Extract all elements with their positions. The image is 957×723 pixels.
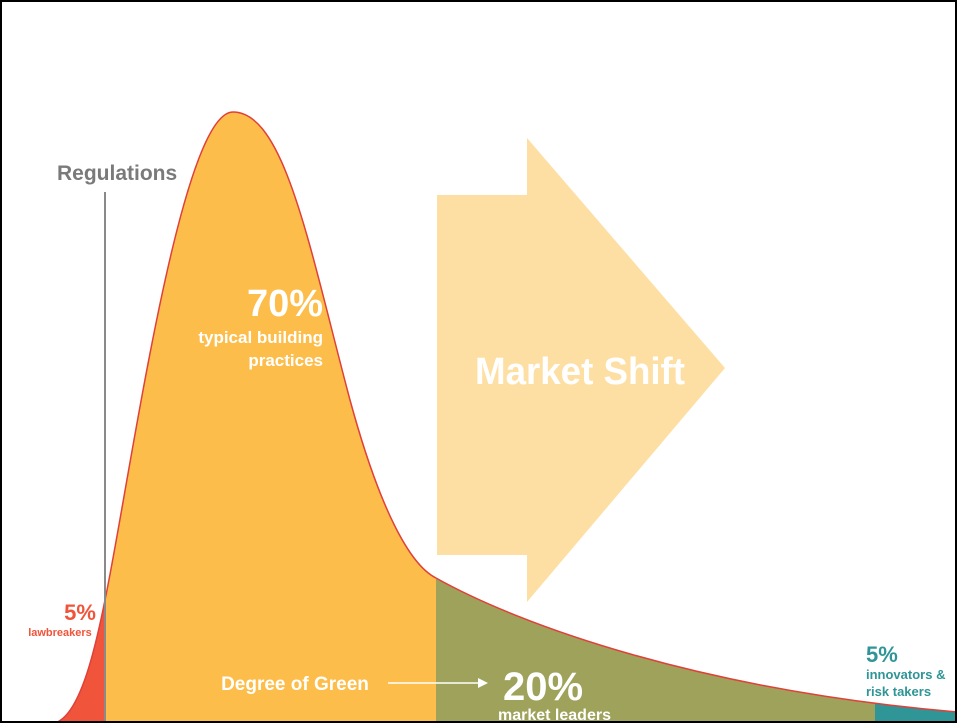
segment-percent: 20% — [503, 665, 583, 709]
segment-label: lawbreakers — [28, 627, 92, 639]
shift-arrow — [437, 138, 725, 602]
regulations-label: Regulations — [57, 162, 177, 185]
segment-label: practices — [248, 351, 323, 370]
segment-percent: 5% — [64, 600, 96, 625]
segment-label: innovators & — [866, 667, 945, 682]
segment-percent: 5% — [866, 642, 898, 667]
segment-label: risk takers — [866, 684, 931, 699]
degree-arrow-head — [478, 678, 488, 688]
market-shift-label: Market Shift — [475, 351, 685, 393]
degree-of-green-label: Degree of Green — [221, 674, 369, 695]
segment-label: market leaders — [498, 707, 611, 723]
segment-label: typical building — [198, 328, 323, 347]
curve-outline — [54, 111, 957, 723]
segment-percent: 70% — [247, 283, 323, 325]
